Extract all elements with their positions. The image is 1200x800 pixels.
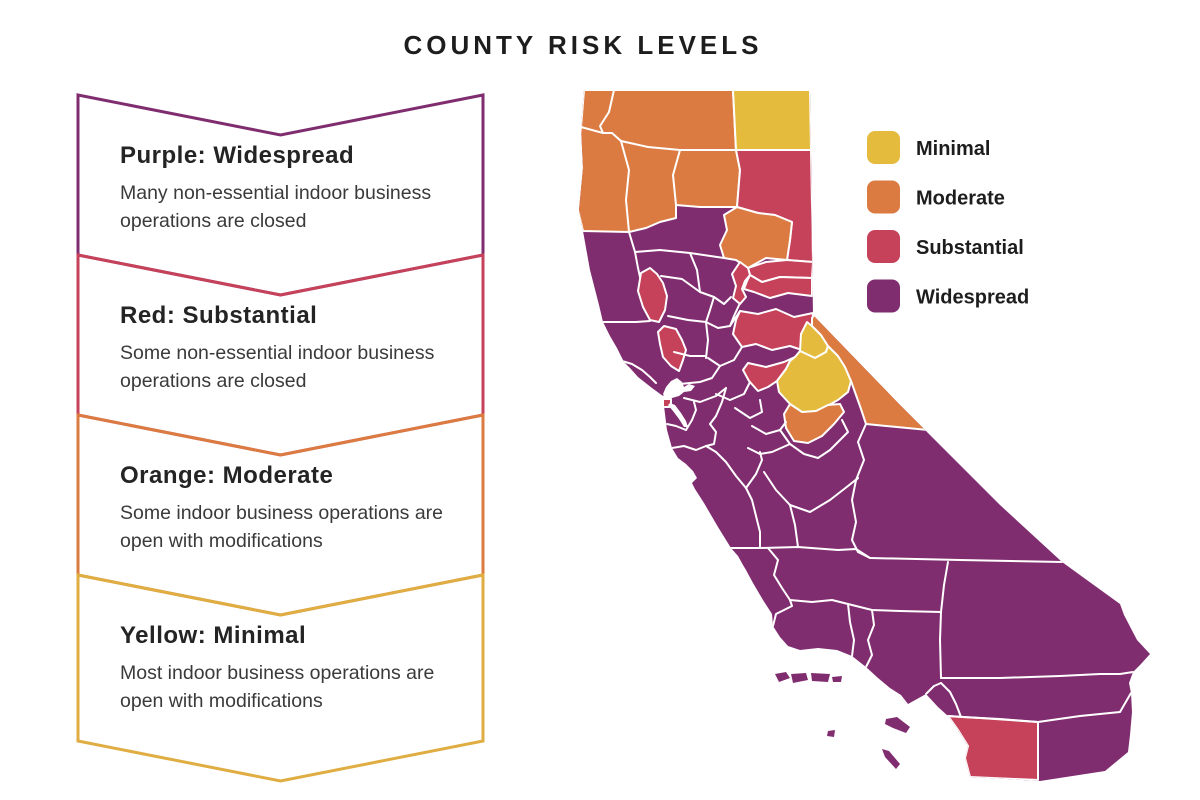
svg-text:open with modifications: open with modifications: [120, 690, 323, 712]
svg-text:operations are closed: operations are closed: [120, 370, 306, 392]
svg-text:Orange: Moderate: Orange: Moderate: [120, 462, 333, 489]
svg-text:Yellow: Minimal: Yellow: Minimal: [120, 622, 306, 649]
svg-text:operations are closed: operations are closed: [120, 210, 306, 232]
svg-text:Some non-essential indoor busi: Some non-essential indoor business: [120, 342, 435, 364]
svg-text:Minimal: Minimal: [916, 138, 990, 160]
svg-text:Moderate: Moderate: [916, 188, 1005, 210]
svg-text:Red: Substantial: Red: Substantial: [120, 302, 317, 329]
svg-text:Widespread: Widespread: [916, 287, 1029, 309]
svg-text:Most indoor business operation: Most indoor business operations are: [120, 662, 434, 684]
svg-text:Substantial: Substantial: [916, 237, 1024, 259]
svg-text:Purple: Widespread: Purple: Widespread: [120, 142, 354, 169]
svg-text:Some indoor business operation: Some indoor business operations are: [120, 502, 443, 524]
svg-text:open with modifications: open with modifications: [120, 530, 323, 552]
svg-text:COUNTY RISK LEVELS: COUNTY RISK LEVELS: [403, 30, 762, 60]
svg-text:Many non-essential indoor busi: Many non-essential indoor business: [120, 182, 431, 204]
